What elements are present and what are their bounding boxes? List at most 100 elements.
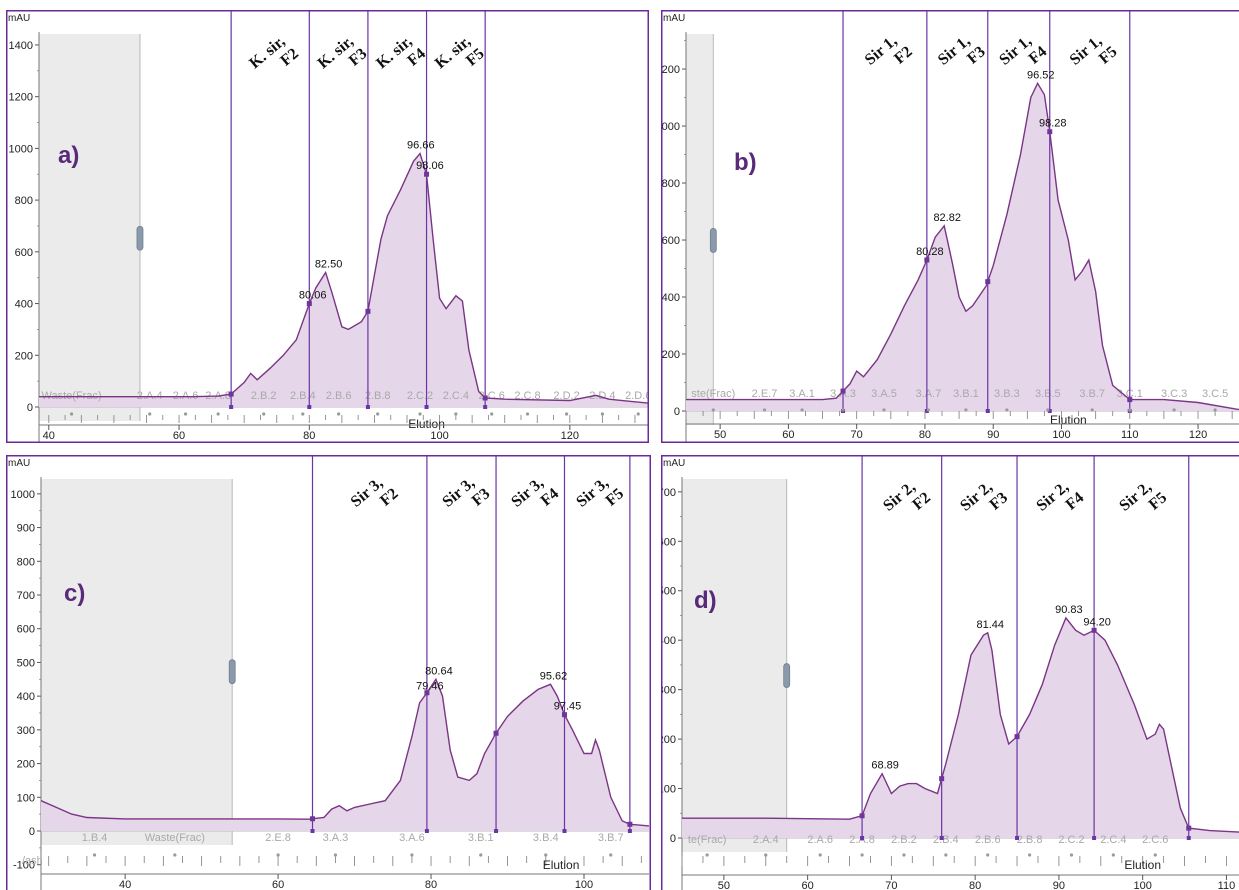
track-dot (173, 853, 177, 857)
chromatogram-panel-b: 0 200 400 600 800 1000 1200 ste(Frac) 2.E.7 3.A.1… (661, 10, 1239, 443)
track-dot (301, 412, 305, 416)
fraction-label: K. sir,F4 (373, 31, 429, 86)
x-tick-label: 60 (173, 430, 185, 442)
y-tick-label: 600 (15, 247, 33, 259)
fraction-track-label: 2.D.6 (625, 390, 649, 402)
peak-label: 98.06 (416, 160, 444, 172)
track-dot (544, 853, 548, 857)
track-dot (564, 412, 569, 416)
y-unit-label: mAU (8, 13, 30, 24)
track-dot (944, 853, 948, 857)
peak-label: 81.44 (976, 619, 1004, 631)
chromatogram-b-svg: 0 200 400 600 800 1000 1200 ste(Frac) 2.E.7 3.A.1… (661, 10, 1239, 443)
x-tick-label: 70 (851, 429, 863, 441)
fraction-track-label: 3.A.3 (323, 832, 349, 844)
y-unit-label: mAU (663, 458, 685, 469)
y-tick-label: 500 (661, 586, 676, 598)
fraction-track-label: 3.B.7 (1079, 388, 1105, 400)
track-dot (902, 853, 906, 857)
waste-region (686, 34, 714, 425)
track-dot (762, 408, 767, 412)
track-dot (454, 412, 458, 416)
track-dot (479, 853, 483, 857)
divider-base-marker (310, 829, 315, 833)
x-tick-label: 100 (575, 879, 593, 890)
y-tick-label: 0 (674, 406, 680, 418)
peak-label: 96.66 (407, 140, 435, 152)
track-dot (276, 853, 280, 857)
peak-label: 94.20 (1083, 616, 1111, 628)
fraction-label: Sir 2,F5 (1116, 475, 1170, 528)
peak-area-fill (41, 679, 649, 831)
x-tick-label: 90 (987, 429, 999, 441)
fraction-track-label: 2.C.4 (443, 390, 469, 402)
track-dot (262, 412, 266, 416)
fraction-track-label: 2.C.2 (1058, 834, 1084, 846)
track-dot (92, 853, 97, 857)
track-dot (69, 412, 74, 416)
track-dot (1090, 408, 1094, 412)
track-dot (1046, 408, 1050, 412)
track-dot (148, 412, 152, 416)
y-tick-label: 700 (661, 487, 676, 499)
fraction-track-label: 3.A.1 (789, 388, 815, 400)
scroll-handle (228, 659, 236, 685)
chromatogram-c-svg: -100 0 100 200 300 400 500 600 700 800 900 1000 1.B.… (6, 455, 651, 890)
elution-label: Elution (543, 858, 580, 872)
track-dot (410, 853, 414, 857)
y-tick-label: 200 (15, 350, 33, 362)
track-dot (216, 412, 220, 416)
fraction-track-label: 2.C.6 (1142, 834, 1168, 846)
x-tick-label: 50 (714, 429, 726, 441)
x-tick-label: 100 (430, 430, 448, 442)
x-tick-label: 120 (561, 430, 579, 442)
x-tick-label: 100 (1052, 429, 1070, 441)
peak-area-fill (682, 617, 1239, 838)
y-tick-label: 600 (661, 536, 676, 548)
y-tick-label: 1200 (661, 64, 680, 76)
svg-text:/ash: /ash (22, 855, 43, 867)
x-tick-label: 80 (425, 879, 437, 890)
chromatogram-curve (39, 152, 649, 404)
fraction-label: K. sir,F5 (432, 31, 488, 86)
y-tick-label: 100 (17, 792, 35, 804)
fraction-label: K. sir,F2 (246, 31, 302, 86)
divider-base-marker (939, 836, 944, 840)
fraction-track-label: 3.A.5 (871, 388, 897, 400)
fraction-track-label: 3.B.3 (994, 388, 1020, 400)
waste-region (682, 479, 787, 852)
divider-base-marker (985, 409, 990, 413)
fraction-track-label: Waste(Frac) (145, 832, 205, 844)
y-tick-label: 0 (27, 402, 33, 414)
peak-label: 96.52 (1027, 69, 1055, 81)
peak-label: 80.28 (916, 246, 944, 258)
track-dot (1213, 408, 1217, 412)
track-dot (1005, 408, 1009, 412)
peak-area-fill (39, 153, 648, 407)
waste-region (41, 479, 233, 845)
track-dot (818, 853, 822, 857)
divider-base-marker (1092, 836, 1097, 840)
track-dot (1028, 853, 1032, 857)
y-tick-label: 0 (670, 833, 676, 845)
peak-area-fill (686, 83, 1239, 412)
fraction-label: Sir 1,F3 (935, 29, 989, 82)
peak-label: 82.50 (315, 259, 343, 271)
fraction-track-label: 3.B.1 (953, 388, 979, 400)
y-tick-label: 1400 (9, 40, 33, 52)
fraction-track-label: 2.B.8 (1017, 834, 1043, 846)
y-unit-label: mAU (8, 458, 30, 469)
track-dot (183, 412, 188, 416)
panel-border (661, 455, 1239, 890)
panel-border (6, 455, 651, 890)
divider-base-marker (483, 405, 488, 409)
fraction-track-label: 2.E.8 (265, 832, 291, 844)
track-dot (964, 408, 968, 412)
elution-label: Elution (1124, 858, 1161, 872)
elution-label: Elution (1050, 413, 1087, 427)
track-dot (525, 412, 530, 416)
x-tick-label: 80 (969, 880, 981, 890)
y-tick-label: 300 (661, 685, 676, 697)
divider-base-marker (627, 829, 632, 833)
